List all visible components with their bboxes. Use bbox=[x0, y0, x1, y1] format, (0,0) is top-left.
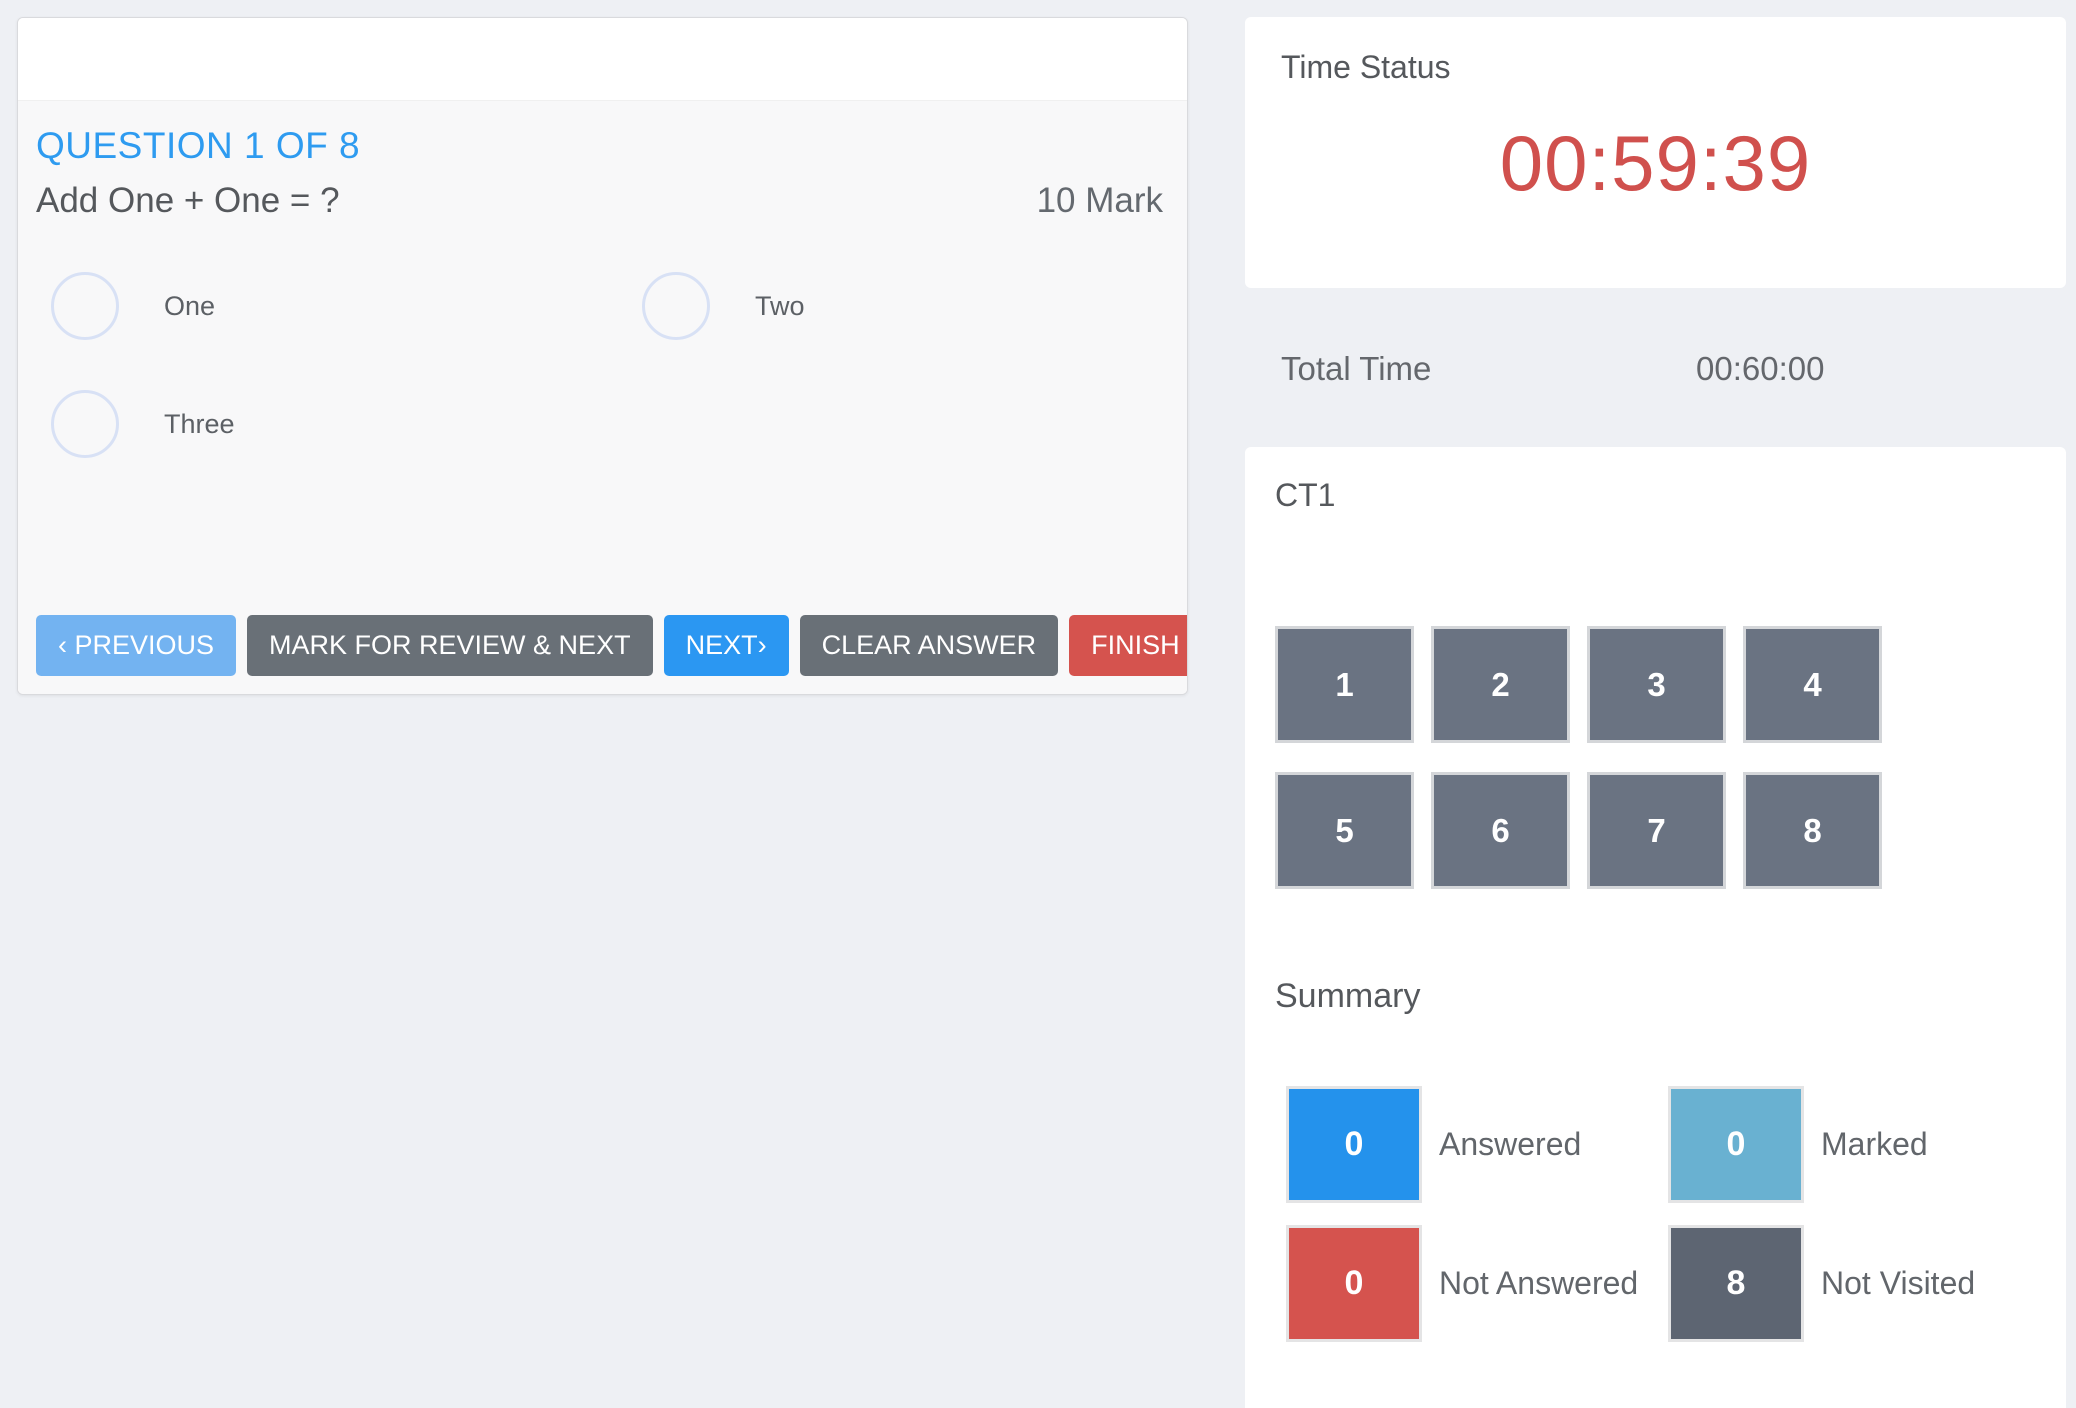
question-number-heading: QUESTION 1 OF 8 bbox=[36, 125, 361, 166]
question-mark-value: 10 Mark bbox=[1036, 181, 1163, 220]
section-card: CT1 1 2 3 4 5 6 7 8 Summary 0 Answered 0 bbox=[1245, 447, 2066, 1408]
question-number-grid: 1 2 3 4 5 6 7 8 bbox=[1275, 626, 2036, 889]
summary-item-answered: 0 Answered bbox=[1286, 1086, 1668, 1203]
option-one[interactable]: One bbox=[51, 272, 642, 340]
question-row: Add One + One = ? 10 Mark bbox=[36, 181, 1163, 221]
time-status-title: Time Status bbox=[1281, 49, 1451, 85]
question-grid-button-5[interactable]: 5 bbox=[1275, 772, 1414, 889]
next-button[interactable]: NEXT› bbox=[663, 615, 789, 676]
remaining-time-display: 00:59:39 bbox=[1499, 119, 1812, 207]
question-grid-button-4[interactable]: 4 bbox=[1743, 626, 1882, 743]
question-grid-button-3[interactable]: 3 bbox=[1587, 626, 1726, 743]
summary-grid: 0 Answered 0 Marked 0 Not Answered 8 Not… bbox=[1286, 1086, 2036, 1342]
options-list: One Two Three bbox=[51, 272, 1163, 458]
finish-button[interactable]: FINISH bbox=[1069, 615, 1187, 676]
total-time-value: 00:60:00 bbox=[1696, 350, 1825, 387]
answered-count-box: 0 bbox=[1286, 1086, 1422, 1203]
radio-button-icon[interactable] bbox=[51, 272, 119, 340]
not-visited-count-box: 8 bbox=[1668, 1225, 1804, 1342]
option-three[interactable]: Three bbox=[51, 390, 642, 458]
answered-label: Answered bbox=[1439, 1126, 1582, 1162]
question-grid-button-6[interactable]: 6 bbox=[1431, 772, 1570, 889]
radio-button-icon[interactable] bbox=[642, 272, 710, 340]
exam-sidebar: Time Status 00:59:39 Total Time 00:60:00… bbox=[1245, 17, 2066, 1408]
clear-answer-button[interactable]: CLEAR ANSWER bbox=[799, 615, 1059, 676]
marked-count-box: 0 bbox=[1668, 1086, 1804, 1203]
option-label: Three bbox=[164, 408, 235, 439]
not-answered-count-box: 0 bbox=[1286, 1225, 1422, 1342]
option-label: One bbox=[164, 290, 216, 321]
summary-item-not-visited: 8 Not Visited bbox=[1668, 1225, 2036, 1342]
question-text: Add One + One = ? bbox=[36, 181, 340, 220]
time-status-card: Time Status 00:59:39 bbox=[1245, 17, 2066, 288]
not-visited-label: Not Visited bbox=[1821, 1265, 1976, 1301]
action-buttons-row: ‹ PREVIOUS MARK FOR REVIEW & NEXT NEXT› … bbox=[36, 615, 1187, 676]
question-grid-button-2[interactable]: 2 bbox=[1431, 626, 1570, 743]
question-card-body: QUESTION 1 OF 8 Add One + One = ? 10 Mar… bbox=[18, 101, 1187, 694]
not-answered-label: Not Answered bbox=[1439, 1265, 1639, 1301]
marked-label: Marked bbox=[1821, 1126, 1928, 1162]
total-time-label: Total Time bbox=[1281, 350, 1432, 387]
question-card-header bbox=[18, 18, 1187, 101]
question-card: QUESTION 1 OF 8 Add One + One = ? 10 Mar… bbox=[17, 17, 1188, 695]
option-label: Two bbox=[755, 290, 805, 321]
mark-for-review-next-button[interactable]: MARK FOR REVIEW & NEXT bbox=[247, 615, 653, 676]
summary-title: Summary bbox=[1275, 977, 1421, 1015]
section-name: CT1 bbox=[1275, 477, 1336, 513]
previous-button[interactable]: ‹ PREVIOUS bbox=[36, 615, 237, 676]
summary-item-not-answered: 0 Not Answered bbox=[1286, 1225, 1668, 1342]
total-time-row: Total Time 00:60:00 bbox=[1245, 350, 2066, 388]
question-grid-button-1[interactable]: 1 bbox=[1275, 626, 1414, 743]
question-grid-button-8[interactable]: 8 bbox=[1743, 772, 1882, 889]
summary-item-marked: 0 Marked bbox=[1668, 1086, 2036, 1203]
radio-button-icon[interactable] bbox=[51, 390, 119, 458]
question-grid-button-7[interactable]: 7 bbox=[1587, 772, 1726, 889]
option-two[interactable]: Two bbox=[642, 272, 1163, 340]
